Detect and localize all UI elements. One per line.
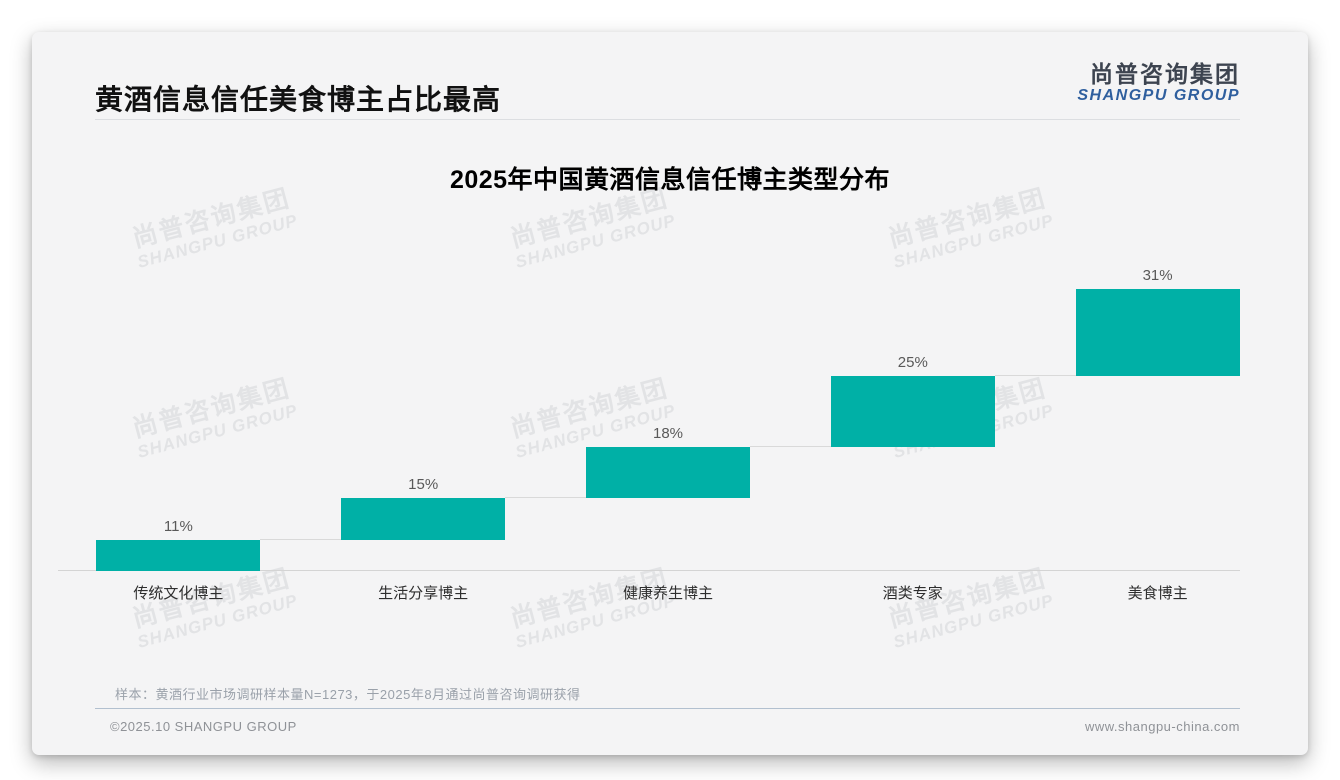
category-label: 健康养生博主 bbox=[622, 585, 713, 602]
page-title: 黄酒信息信任美食博主占比最高 bbox=[95, 84, 502, 115]
watermark-english-text: SHANGPU GROUP bbox=[891, 210, 1056, 272]
title-divider bbox=[95, 119, 1240, 120]
data-label: 25% bbox=[897, 354, 928, 372]
waterfall-bar-3 bbox=[586, 446, 750, 498]
watermark-english-text: SHANGPU GROUP bbox=[513, 210, 678, 272]
company-logo: 尚普咨询集团 SHANGPU GROUP bbox=[1077, 61, 1240, 105]
footer-divider bbox=[95, 708, 1240, 709]
waterfall-bar-1 bbox=[96, 539, 261, 571]
connector-line bbox=[994, 375, 1076, 377]
sample-note: 样本：黄酒行业市场调研样本量N=1273，于2025年8月通过尚普咨询调研获得 bbox=[115, 687, 581, 702]
x-axis-line bbox=[58, 570, 1240, 571]
waterfall-bar-5 bbox=[1075, 289, 1240, 377]
category-label: 传统文化博主 bbox=[133, 585, 224, 602]
data-label: 18% bbox=[652, 424, 684, 442]
category-label: 酒类专家 bbox=[882, 585, 943, 602]
data-label: 15% bbox=[408, 475, 439, 493]
connector-line bbox=[260, 538, 342, 540]
category-label: 生活分享博主 bbox=[378, 585, 469, 602]
data-label: 11% bbox=[163, 517, 193, 535]
connector-line bbox=[505, 496, 586, 498]
website-url: www.shangpu-china.com bbox=[1084, 719, 1240, 734]
chart-title: 2025年中国黄酒信息信任博主类型分布 bbox=[449, 166, 891, 194]
slide-card: 尚普咨询集团 SHANGPU GROUP 尚普咨询集团 SHANGPU GROUP 尚普… bbox=[32, 32, 1308, 755]
waterfall-chart: 11% 传统文化博主 15% 生活分享博主 18% 健康养生博主 25% 酒类专家 31% 美食博… bbox=[56, 267, 1280, 602]
waterfall-bar-2 bbox=[341, 497, 506, 540]
logo-chinese-text: 尚普咨询集团 bbox=[1090, 61, 1240, 87]
watermark-english-text: SHANGPU GROUP bbox=[135, 210, 300, 272]
data-label: 31% bbox=[1142, 267, 1173, 284]
waterfall-bar-4 bbox=[830, 376, 995, 447]
connector-line bbox=[750, 445, 831, 447]
category-label: 美食博主 bbox=[1127, 585, 1188, 602]
slide-footer: ©2025.10 SHANGPU GROUP www.shangpu-china… bbox=[110, 719, 1240, 734]
logo-english-text: SHANGPU GROUP bbox=[1077, 87, 1240, 105]
copyright-text: ©2025.10 SHANGPU GROUP bbox=[110, 719, 297, 734]
